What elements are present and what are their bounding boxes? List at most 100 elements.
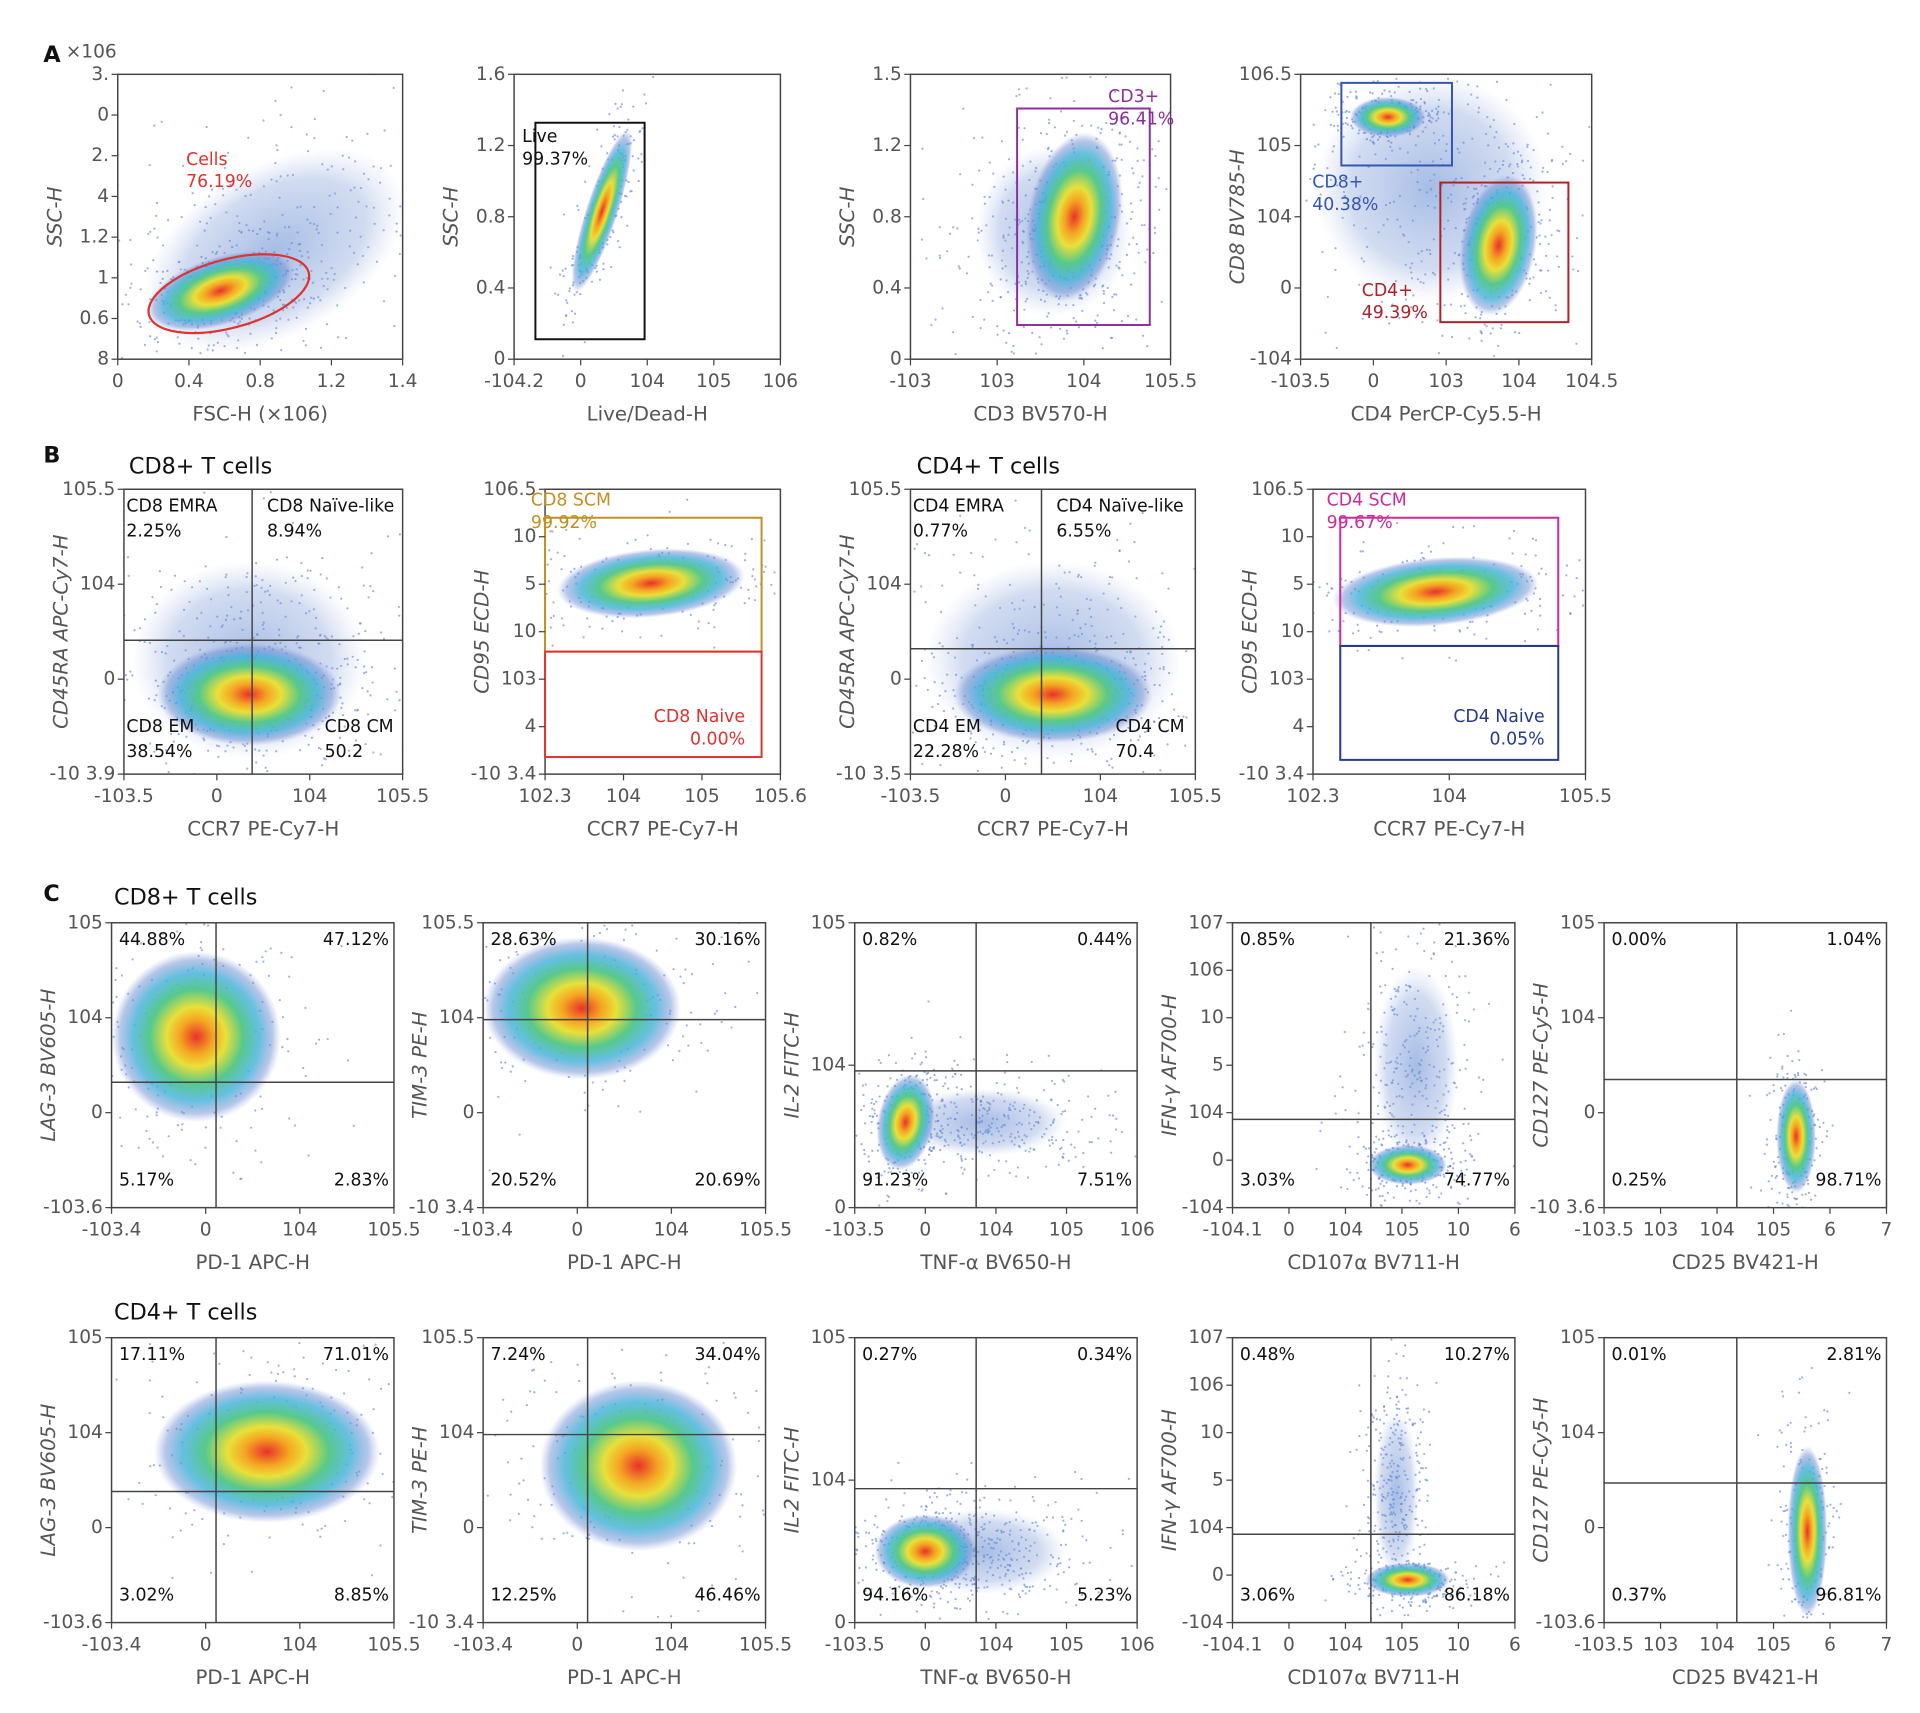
event-dot [1349,91,1352,94]
event-dot [923,551,927,555]
event-dot [1037,796,1039,798]
event-dot [563,554,566,558]
y-tick-label: 1.2 [476,135,506,156]
event-dot [1017,126,1020,129]
event-dot [577,208,580,212]
event-dot [387,535,390,538]
event-dot [298,749,302,752]
y-tick-label: 10 [1281,621,1305,642]
event-dot [561,269,564,272]
x-tick-label: 1.4 [388,371,418,392]
y-tick-label: 105.5 [849,479,902,500]
event-dot [170,732,173,736]
event-dot [1018,93,1021,96]
event-dot [145,411,147,413]
event-dot [1042,1089,1046,1092]
event-dot [167,770,170,774]
y-tick-label: -104 [1250,349,1292,370]
event-dot [1635,586,1637,588]
gate-label: 99.67% [1327,513,1393,533]
event-dot [115,995,118,999]
section-title: CD8+ T cells [114,884,257,910]
event-dot [1523,640,1527,643]
event-dot [467,613,469,615]
event-dot [1381,2,1383,4]
event-dot [1146,344,1149,348]
event-dot [352,1124,355,1127]
event-dot [917,1188,920,1191]
event-dot [1467,1122,1470,1125]
event-dot [913,547,916,550]
event-dot [279,298,282,302]
event-dot [1532,179,1535,182]
event-dot [1628,170,1630,172]
event-dot [1117,266,1120,269]
event-dot [953,1059,956,1063]
event-dot [1186,169,1188,171]
event-dot [319,747,322,751]
gate [147,253,311,335]
event-dot [427,131,429,133]
y-tick-label: 10 [1281,526,1305,547]
event-dot [1437,110,1440,113]
event-dot [1505,98,1508,102]
y-axis-label: TIM-3 PE-H [409,1011,432,1119]
event-dot [640,153,643,156]
event-dot [508,573,510,575]
event-dot [1109,1151,1113,1154]
x-tick-label: 106 [1119,1219,1154,1240]
event-dot [979,298,982,302]
event-dot [354,739,357,742]
event-dot [1062,23,1064,25]
event-dot [962,107,965,110]
x-axis-label: Live/Dead-H [587,402,708,425]
event-dot [743,602,746,605]
event-dot [937,1119,940,1122]
event-dot [1415,313,1418,316]
event-dot [219,1126,222,1129]
event-dot [973,137,976,140]
event-dot [1012,352,1015,355]
quadrant-label: CD4 EM [913,717,981,737]
event-dot [461,253,463,255]
event-dot [1208,56,1210,58]
event-dot [990,284,994,287]
event-dot [1326,582,1329,585]
density [111,951,281,1123]
event-dot [1357,132,1360,135]
x-tick-label: 0 [919,1219,931,1240]
event-dot [750,537,754,540]
event-dot [640,160,643,163]
event-dot [997,1159,1000,1162]
event-dot [125,363,127,365]
event-dot [1588,125,1591,129]
event-dot [1581,589,1584,592]
event-dot [922,777,924,779]
section-title: CD4+ T cells [917,453,1060,479]
event-dot [871,1115,875,1119]
event-dot [1537,220,1540,224]
event-dot [1161,572,1164,575]
event-dot [297,634,300,638]
event-dot [613,133,616,137]
event-dot [1435,119,1438,122]
gate-label: 0.00% [690,729,745,749]
event-dot [868,1115,871,1118]
event-dot [166,392,168,394]
event-dot [1451,335,1454,339]
event-dot [1127,560,1131,563]
event-dot [1690,152,1692,154]
x-tick-label: 105.5 [1169,786,1222,807]
event-dot [402,1023,404,1025]
x-tick-label: 105.5 [367,1219,420,1240]
event-dot [160,120,163,123]
event-dot [166,645,169,648]
event-dot [196,617,199,620]
event-dot [1464,312,1467,315]
event-dot [1462,526,1465,529]
event-dot [104,177,106,179]
event-dot [932,656,936,659]
gate-label: CD8 Naive [654,707,745,727]
event-dot [1472,525,1476,528]
